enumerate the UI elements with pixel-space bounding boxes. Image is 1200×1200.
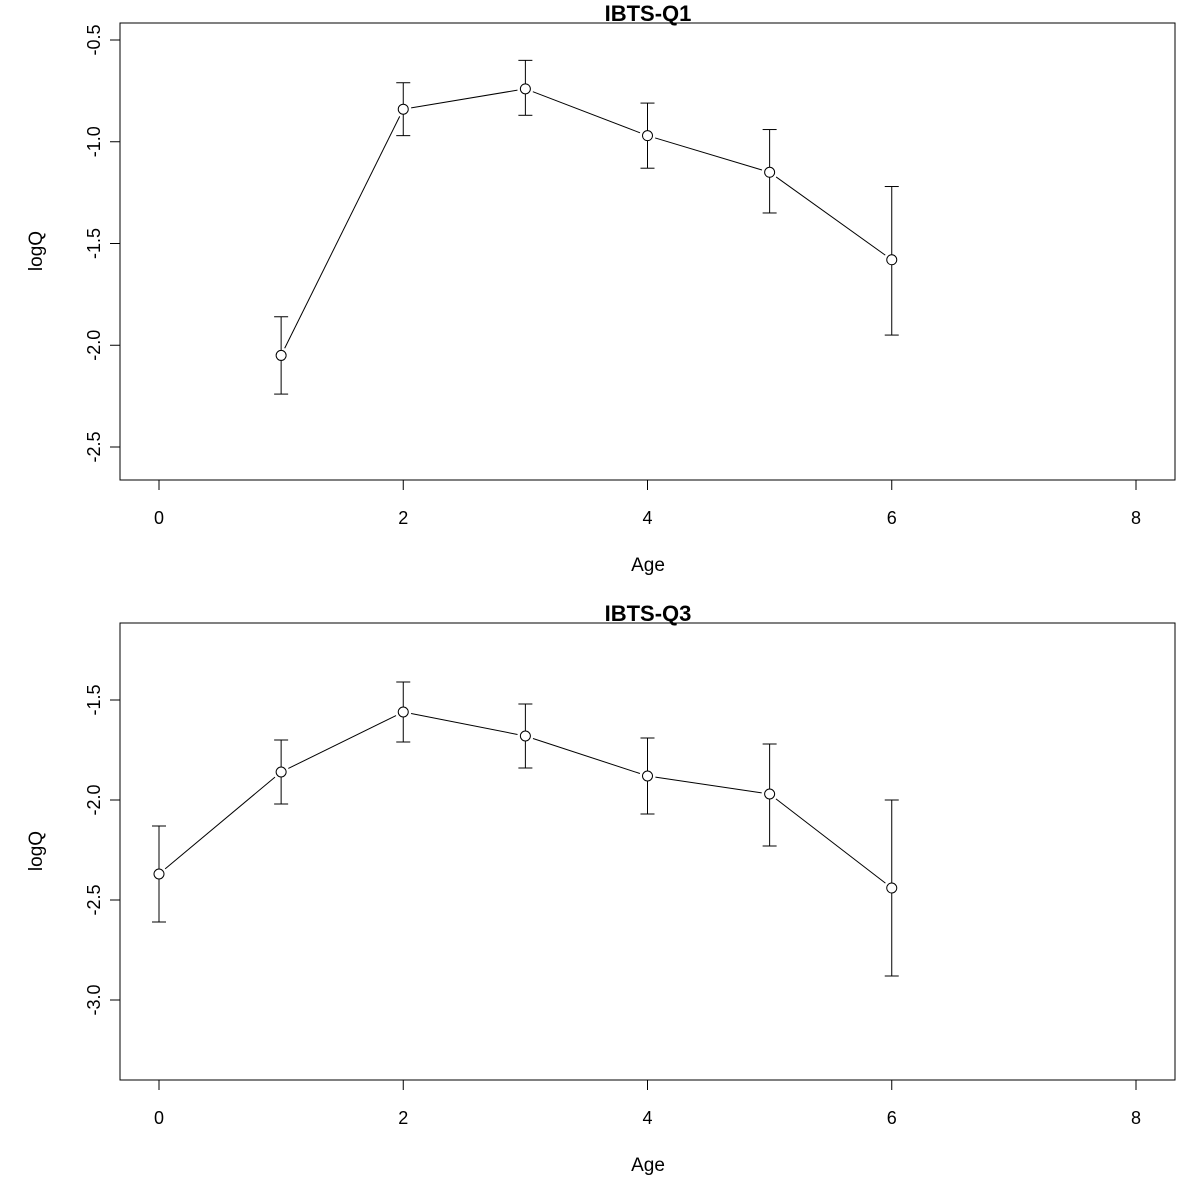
- x-tick-label: 2: [398, 1108, 408, 1128]
- data-marks: [152, 681, 899, 977]
- y-tick-label: -3.0: [84, 984, 104, 1015]
- data-point: [886, 254, 898, 266]
- data-point: [519, 730, 531, 742]
- series-line-segment: [411, 713, 518, 735]
- y-axis-title: logQ: [26, 831, 47, 871]
- data-point: [764, 166, 776, 178]
- x-tick-label: 4: [642, 508, 652, 528]
- series-line-segment: [775, 798, 886, 884]
- series-line-segment: [655, 776, 762, 794]
- data-marks: [274, 59, 899, 395]
- axes: 0 2 4 6 8 -2.5 -2.0 -1.5 -1.0 -0.5: [84, 24, 1141, 528]
- series-line-segment: [532, 91, 641, 134]
- x-axis-title: Age: [631, 555, 665, 576]
- series-line-segment: [655, 137, 763, 171]
- series-line-segment: [532, 738, 641, 774]
- y-tick-label: -2.0: [84, 784, 104, 815]
- axes: 0 2 4 6 8 -3.0 -2.5 -2.0 -1.5: [84, 684, 1141, 1128]
- y-tick-label: -1.0: [84, 126, 104, 157]
- series-line-segment: [775, 176, 886, 256]
- data-point: [397, 103, 409, 115]
- y-tick-label: -1.5: [84, 228, 104, 259]
- y-tick-label: -1.5: [84, 684, 104, 715]
- y-tick-label: -2.0: [84, 330, 104, 361]
- data-point: [275, 766, 287, 778]
- series-line-segment: [164, 776, 276, 870]
- series-line-segment: [288, 715, 397, 769]
- x-tick-label: 8: [1131, 1108, 1141, 1128]
- series-line-segment: [411, 89, 518, 109]
- x-tick-label: 2: [398, 508, 408, 528]
- panel-title: IBTS-Q3: [605, 601, 692, 626]
- series-line-segment: [284, 116, 401, 349]
- y-tick-label: -2.5: [84, 884, 104, 915]
- data-point: [519, 83, 531, 95]
- x-tick-label: 4: [642, 1108, 652, 1128]
- x-tick-label: 0: [154, 508, 164, 528]
- y-axis-title: logQ: [26, 231, 47, 271]
- x-tick-label: 6: [887, 508, 897, 528]
- data-point: [886, 882, 898, 894]
- x-tick-label: 0: [154, 1108, 164, 1128]
- x-tick-label: 6: [887, 1108, 897, 1128]
- y-tick-label: -0.5: [84, 24, 104, 55]
- panel-ibts-q1: IBTS-Q1 Age logQ 0 2 4 6 8 -2.5 -2.0 -1.5 -1.0 -0…: [26, 1, 1176, 576]
- data-point: [642, 770, 653, 782]
- y-tick-label: -2.5: [84, 431, 104, 462]
- plot-frame: [119, 622, 1176, 1081]
- data-point: [642, 130, 653, 142]
- plot-frame: [119, 22, 1176, 481]
- x-tick-label: 8: [1131, 508, 1141, 528]
- data-point: [397, 706, 409, 718]
- panel-title: IBTS-Q1: [605, 1, 692, 26]
- panel-ibts-q3: IBTS-Q3 Age logQ 0 2 4 6 8 -3.0 -2.5 -2.0 -1.5: [26, 601, 1176, 1176]
- x-axis-title: Age: [631, 1155, 665, 1176]
- data-point: [764, 788, 776, 800]
- data-point: [275, 349, 287, 361]
- data-point: [153, 868, 165, 880]
